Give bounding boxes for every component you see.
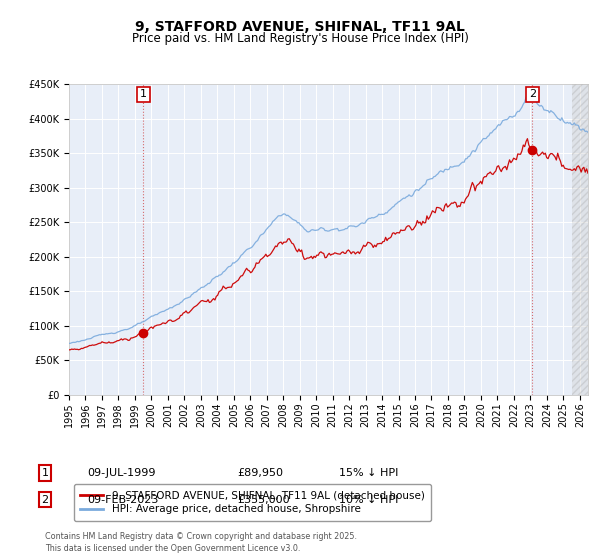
Text: Contains HM Land Registry data © Crown copyright and database right 2025.
This d: Contains HM Land Registry data © Crown c… (45, 532, 357, 553)
Legend: 9, STAFFORD AVENUE, SHIFNAL, TF11 9AL (detached house), HPI: Average price, deta: 9, STAFFORD AVENUE, SHIFNAL, TF11 9AL (d… (74, 484, 431, 521)
Text: 2: 2 (41, 494, 49, 505)
Text: £355,000: £355,000 (237, 494, 290, 505)
Text: 2: 2 (529, 90, 536, 99)
Text: 9, STAFFORD AVENUE, SHIFNAL, TF11 9AL: 9, STAFFORD AVENUE, SHIFNAL, TF11 9AL (135, 20, 465, 34)
Text: 09-JUL-1999: 09-JUL-1999 (87, 468, 155, 478)
Text: Price paid vs. HM Land Registry's House Price Index (HPI): Price paid vs. HM Land Registry's House … (131, 32, 469, 45)
Text: 1: 1 (140, 90, 147, 99)
Text: £89,950: £89,950 (237, 468, 283, 478)
Text: 10% ↓ HPI: 10% ↓ HPI (339, 494, 398, 505)
Text: 1: 1 (41, 468, 49, 478)
Text: 09-FEB-2023: 09-FEB-2023 (87, 494, 158, 505)
Text: 15% ↓ HPI: 15% ↓ HPI (339, 468, 398, 478)
